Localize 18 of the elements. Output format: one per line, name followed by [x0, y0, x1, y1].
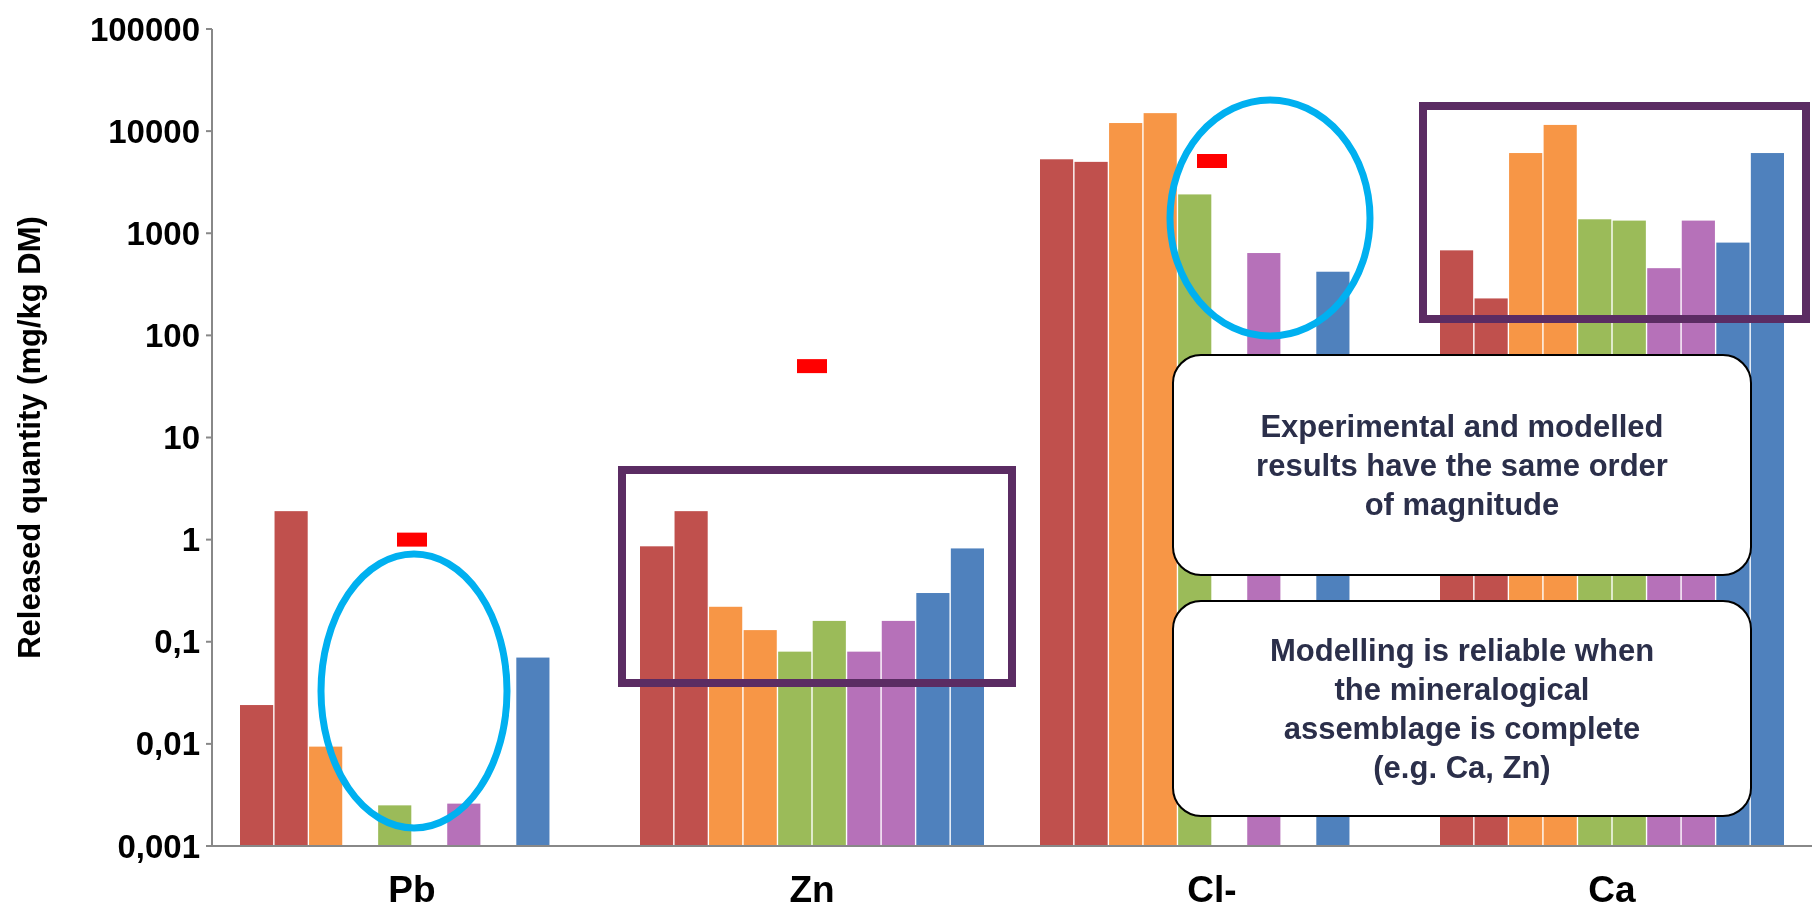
- y-tick-label: 10000: [108, 112, 200, 150]
- y-tick-label: 1: [181, 521, 200, 559]
- y-tick-label: 0,01: [135, 725, 200, 763]
- x-tick-label: Cl-: [1187, 869, 1237, 910]
- annotation: Modelling is reliable when the mineralogical assemblage is complete (e.g. Ca, Zn): [1269, 632, 1655, 785]
- x-tick-label: Ca: [1588, 869, 1637, 910]
- y-axis-title: Released quantity (mg/kg DM): [12, 216, 47, 659]
- y-tick-label: 10: [163, 419, 200, 457]
- annotation: Experimental and modelled results have the same order of magnitude: [1256, 408, 1668, 522]
- x-tick-label: Pb: [388, 869, 436, 910]
- text-box: Experimental and modelled results have the same order of magnitude: [1172, 354, 1752, 576]
- y-tick-label: 1000: [126, 214, 200, 252]
- text-box: Modelling is reliable when the mineralogical assemblage is complete (e.g. Ca, Zn): [1172, 600, 1752, 817]
- y-tick-label: 100: [144, 316, 200, 354]
- x-tick-label: Zn: [789, 869, 835, 910]
- y-tick-label: 0,001: [117, 827, 200, 865]
- y-tick-label: 100000: [89, 10, 200, 48]
- y-tick-label: 0,1: [154, 623, 200, 661]
